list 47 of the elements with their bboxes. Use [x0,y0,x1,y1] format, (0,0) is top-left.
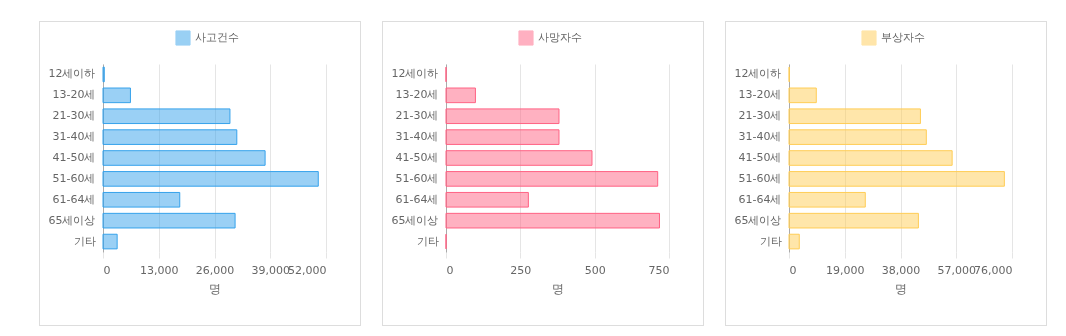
y-tick-label: 65세이상 [48,213,96,227]
y-tick-label: 13-20세 [738,88,782,102]
x-tick-label: 52,000 [288,263,327,277]
x-tick-label: 39,000 [251,263,290,277]
legend-label: 사망자수 [538,31,582,44]
y-tick-label: 61-64세 [395,192,439,206]
y-tick-label: 21-30세 [395,109,439,123]
y-tick-label: 12세이하 [734,67,782,81]
y-tick-label: 12세이하 [48,67,96,81]
x-tick-label: 13,000 [140,263,179,277]
x-axis-title: 명 [209,281,221,296]
y-tick-label: 기타 [73,234,96,248]
y-tick-label: 51-60세 [395,171,439,185]
y-tick-label: 61-64세 [52,192,96,206]
y-tick-label: 13-20세 [52,88,96,102]
legend-label: 사고건수 [195,31,239,44]
y-tick-label: 61-64세 [738,192,782,206]
y-tick-label: 기타 [759,234,782,248]
y-tick-label: 21-30세 [52,109,96,123]
y-tick-label: 41-50세 [395,151,439,164]
x-tick-label: 76,000 [974,263,1013,277]
x-tick-label: 19,000 [826,263,865,277]
x-tick-label: 500 [584,263,606,277]
y-tick-label: 65세이상 [734,213,782,227]
y-tick-label: 41-50세 [52,151,96,164]
x-tick-label: 0 [103,263,111,277]
y-tick-label: 51-60세 [52,171,96,185]
x-tick-label: 250 [510,263,532,277]
legend-label: 부상자수 [881,31,925,44]
y-tick-label: 51-60세 [738,171,782,185]
y-tick-label: 31-40세 [738,130,782,144]
x-axis-title: 명 [552,281,564,296]
y-tick-label: 21-30세 [738,109,782,123]
x-tick-label: 0 [446,263,454,277]
y-tick-label: 41-50세 [738,151,782,164]
x-tick-label: 750 [648,263,670,277]
x-tick-label: 26,000 [195,263,235,277]
y-tick-label: 13-20세 [395,88,439,102]
y-tick-label: 65세이상 [391,213,439,227]
y-tick-label: 31-40세 [52,130,96,144]
x-tick-label: 38,000 [881,263,921,277]
y-tick-label: 12세이하 [391,67,439,81]
x-tick-label: 57,000 [937,263,976,277]
y-tick-label: 기타 [416,234,439,248]
y-tick-label: 31-40세 [395,130,439,144]
x-tick-label: 0 [789,263,797,277]
x-axis-title: 명 [895,281,907,296]
